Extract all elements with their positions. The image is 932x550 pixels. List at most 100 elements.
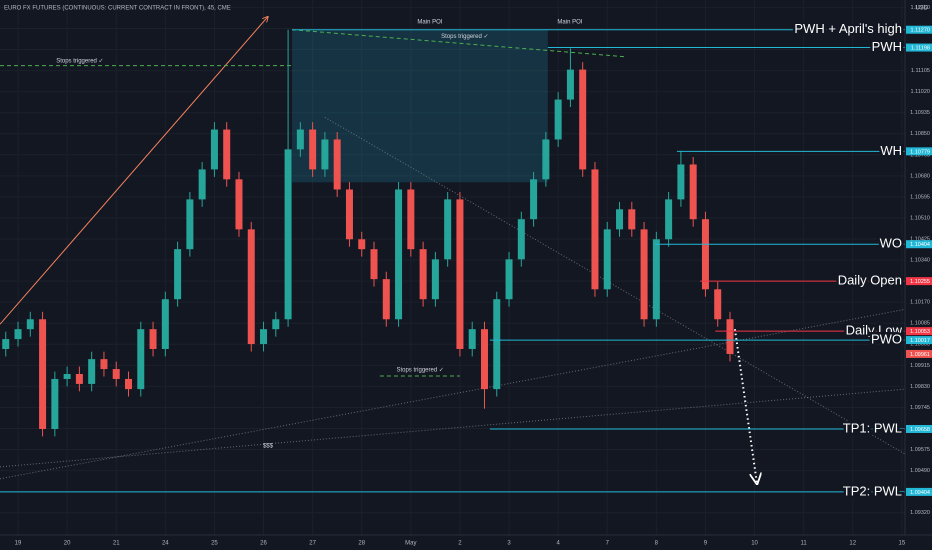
y-tick-label: 1.10000: [910, 342, 930, 348]
level-label: TP2: PWL: [843, 483, 902, 498]
candle-body: [345, 189, 353, 240]
candle-body: [419, 249, 427, 300]
annotation: Stops triggered ✓: [441, 34, 488, 40]
annotation: Stops triggered ✓: [56, 58, 103, 64]
x-tick-label: 10: [751, 541, 758, 547]
y-tick-label: 1.10680: [910, 173, 930, 179]
candle-body: [603, 229, 611, 290]
candle-body: [358, 239, 366, 250]
y-tick-label: 1.10085: [910, 321, 930, 327]
candle-body: [272, 319, 280, 330]
trend-line: [324, 116, 906, 455]
last-price-badge: [906, 349, 932, 358]
level-badge-label: 1.10404: [910, 242, 930, 248]
x-tick-label: 20: [64, 541, 71, 547]
level-badge-label: 1.10255: [910, 279, 930, 285]
y-tick-label: 1.10510: [910, 215, 930, 221]
level-badge-label: 1.10017: [910, 338, 930, 344]
chart-title: EURO FX FUTURES (CONTINUOUS: CURRENT CON…: [4, 6, 231, 12]
x-tick-label: 28: [358, 541, 365, 547]
candle-body: [112, 369, 120, 379]
candle-body: [51, 378, 59, 429]
level-label: WO: [880, 236, 902, 251]
x-tick-label: 12: [849, 541, 856, 547]
x-tick-label: 26: [260, 541, 267, 547]
candle-body: [186, 199, 194, 250]
currency: USD: [915, 6, 928, 12]
candle-body: [198, 169, 206, 200]
poi-zone: [292, 29, 548, 183]
candle-body: [640, 229, 648, 320]
candle-body: [726, 319, 734, 354]
x-tick-label: 4: [556, 541, 560, 547]
y-tick-label: 1.10595: [910, 194, 930, 200]
candle-body: [309, 129, 317, 170]
candle-body: [505, 259, 513, 300]
candle-body: [530, 179, 538, 220]
y-tick-label: 1.11020: [911, 89, 930, 95]
candle-body: [235, 179, 243, 230]
annotation: $$$: [263, 443, 274, 449]
candle-body: [566, 69, 574, 100]
x-tick-label: 2: [458, 541, 462, 547]
candle-body: [542, 139, 550, 180]
x-tick-label: 19: [15, 541, 22, 547]
level-badge-label: 1.10779: [910, 149, 930, 155]
candles-layer: [2, 29, 734, 437]
level-badge: [906, 487, 932, 496]
level-label: PWH: [872, 39, 902, 54]
y-tick-label: 1.11105: [911, 68, 930, 74]
candle-body: [395, 189, 403, 320]
candle-body: [677, 164, 685, 200]
candle-body: [296, 129, 304, 150]
level-label: TP1: PWL: [843, 420, 902, 435]
level-badge: [906, 277, 932, 286]
candle-body: [407, 189, 415, 250]
trend-line: [0, 308, 906, 480]
candle-body: [431, 259, 439, 300]
candle-body: [689, 164, 697, 220]
level-badge-label: 1.11198: [911, 46, 930, 52]
level-badge-label: 1.11270: [911, 28, 930, 34]
last-price-label: 1.09961: [910, 352, 930, 358]
candle-body: [370, 249, 378, 280]
candle-body: [100, 359, 108, 370]
candle-body: [39, 319, 47, 429]
level-badge: [906, 336, 932, 345]
level-label: Daily Low: [846, 323, 903, 338]
candle-body: [2, 339, 10, 349]
candle-body: [75, 374, 83, 384]
candle-body: [591, 169, 599, 290]
x-tick-label: 24: [162, 541, 169, 547]
x-tick-label: 25: [211, 541, 218, 547]
y-tick-label: 1.10935: [910, 110, 930, 116]
candle-body: [149, 329, 157, 349]
candle-body: [517, 219, 525, 260]
candle-body: [628, 209, 636, 230]
candle-body: [284, 149, 292, 320]
y-tick-label: 1.09915: [910, 363, 930, 369]
level-label: PWH + April's high: [794, 21, 902, 36]
level-badge: [906, 25, 932, 34]
candle-body: [333, 139, 341, 190]
candle-body: [456, 199, 464, 349]
x-tick-label: May: [405, 541, 416, 547]
candle-body: [616, 209, 624, 230]
level-label: Daily Open: [838, 273, 902, 288]
level-badge-label: 1.10053: [910, 329, 930, 335]
candle-body: [480, 329, 488, 390]
candle-body: [174, 249, 182, 300]
overlay-layer: Main POI PWH + April's high PWH WH WO Daily O…: [0, 19, 905, 501]
candle-body: [493, 299, 501, 390]
candle-body: [161, 299, 169, 349]
x-tick-label: 8: [655, 541, 659, 547]
candle-body: [554, 99, 562, 140]
x-tick-label: 3: [507, 541, 511, 547]
y-tick-label: 1.09830: [910, 384, 930, 390]
candle-body: [579, 69, 587, 170]
candle-body: [260, 329, 268, 345]
candle-body: [444, 199, 452, 260]
candle-body: [247, 229, 255, 345]
candle-body: [14, 329, 22, 340]
level-badge: [906, 147, 932, 156]
